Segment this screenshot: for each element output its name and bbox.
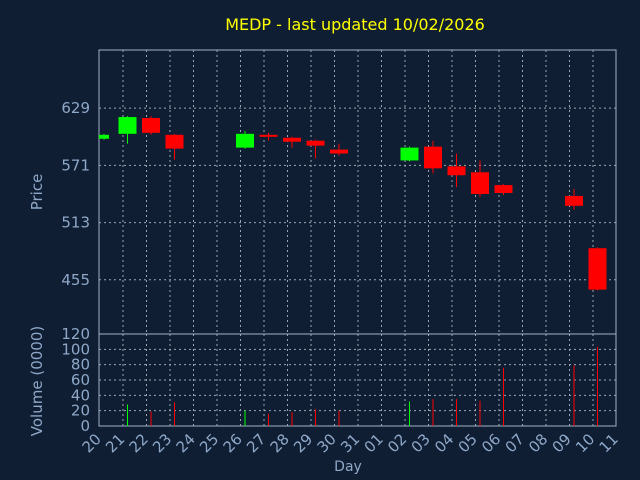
price-tick-label: 513: [61, 214, 90, 232]
candle-body-down: [142, 118, 160, 133]
candle-body-down: [471, 172, 489, 194]
candle-body-down: [588, 248, 607, 290]
volume-tick-label: 120: [61, 325, 90, 343]
candle-body-down: [447, 166, 466, 176]
candle-body-up: [118, 117, 137, 134]
x-axis-tick-labels: 2021222324252627282930310102030405060708…: [79, 430, 622, 456]
price-tick-label: 455: [61, 271, 90, 289]
candle-body-up: [400, 147, 419, 161]
price-panel: 629 571 513 455: [61, 49, 617, 335]
volume-tick-label: 60: [71, 371, 90, 389]
volume-axis-label: Volume (0000): [28, 326, 46, 436]
volume-tick-label: 40: [71, 386, 90, 404]
candle-body-down: [306, 140, 325, 146]
candle-body-down: [330, 149, 348, 154]
candle-body-up: [99, 134, 109, 139]
volume-tick-label: 100: [61, 340, 90, 358]
candle-body-down: [259, 134, 278, 137]
price-axis-label: Price: [28, 174, 46, 211]
price-tick-label: 629: [61, 99, 90, 117]
candle-body-down: [165, 134, 184, 149]
price-tick-label: 571: [61, 156, 90, 174]
candle-body-down: [565, 195, 583, 206]
candle-body-down: [424, 146, 442, 169]
x-axis-label: Day: [334, 459, 362, 475]
candle-body-down: [494, 185, 513, 193]
volume-tick-label: 0: [80, 417, 90, 435]
chart-title: MEDP - last updated 10/02/2026: [225, 15, 485, 34]
candle-body-down: [283, 137, 301, 142]
candle-body-up: [236, 133, 254, 148]
volume-tick-label: 80: [71, 356, 90, 374]
volume-tick-label: 20: [71, 402, 90, 420]
